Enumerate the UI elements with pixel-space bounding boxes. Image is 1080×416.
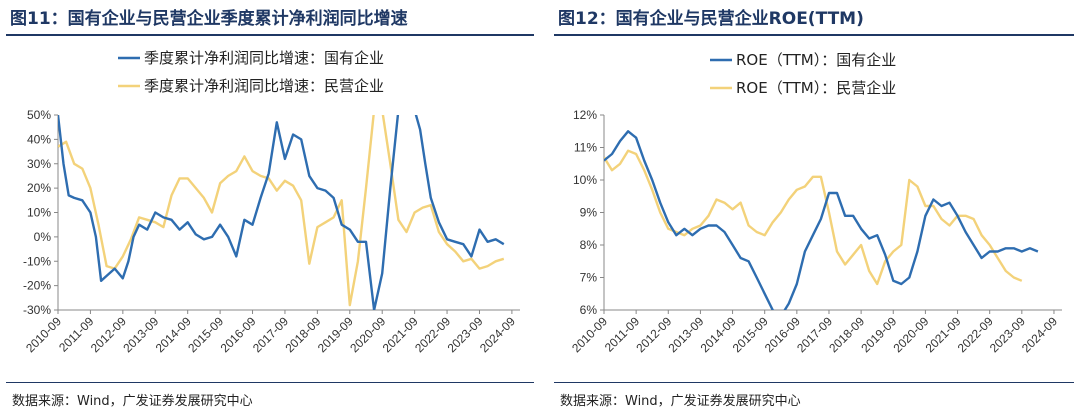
figure-11-source: 数据来源：Wind，广发证券发展研究中心 [12, 394, 253, 409]
fig12-y-tick-label: 11% [574, 141, 597, 155]
figure-11-panel: 图11：国有企业与民营企业季度累计净利润同比增速 -30% -20% -10% 0% 1… [6, 9, 534, 409]
figure-12-source-rule [554, 382, 1074, 383]
fig11-y-tick-label: -20% [23, 279, 51, 293]
fig11-legend-label-soe: 季度累计净利润同比增速：国有企业 [144, 49, 384, 67]
fig11-y-tick-label: -30% [23, 303, 51, 317]
fig12-y-tick-label: 8% [580, 238, 598, 252]
fig12-legend-label-soe: ROE（TTM）：国有企业 [736, 51, 896, 69]
fig11-legend-label-private: 季度累计净利润同比增速：民营企业 [144, 77, 384, 95]
fig12-y-tick-label: 12% [573, 108, 597, 122]
fig12-legend-label-private: ROE（TTM）：民营企业 [736, 79, 896, 97]
fig12-y-tick-label: 10% [573, 173, 597, 187]
figure-12-chart: 6%7%8%9%10%11%12%2010-092011-092012-0920… [569, 51, 1062, 355]
fig11-y-tick-label: -10% [23, 254, 51, 268]
figure-11-chart: -30%-20%-10%0%10%20%30%40%50%2010-092011… [23, 49, 520, 355]
fig11-y-tick-label: 10% [27, 206, 51, 220]
figure-12-title-rule [554, 34, 1074, 36]
fig11-series-line-private [58, 115, 505, 307]
fig11-y-tick-label: 30% [27, 157, 51, 171]
fig12-y-tick-label: 7% [580, 271, 598, 285]
fig12-x-tick-label: 2010-09 [569, 314, 610, 355]
fig11-y-tick-label: 40% [27, 132, 51, 146]
fig11-x-tick-label: 2024-09 [477, 314, 518, 355]
figure-11-title-rule [6, 34, 534, 36]
fig11-y-tick-label: 0% [34, 230, 52, 244]
fig11-y-tick-label: 50% [27, 108, 51, 122]
fig12-y-tick-label: 9% [580, 206, 598, 220]
figure-12-source: 数据来源：Wind，广发证券发展研究中心 [560, 394, 801, 409]
fig11-series-line-soe [58, 115, 505, 310]
fig11-y-tick-label: 20% [27, 181, 51, 195]
fig11-x-tick-label: 2010-09 [23, 314, 64, 355]
figure-12-panel: 图12：国有企业与民营企业ROE(TTM) 6% 7% 8% 9% 10% 11% 12% 2… [548, 0, 1080, 416]
fig12-series-line-soe [604, 130, 1039, 310]
fig12-x-tick-label: 2024-09 [1019, 314, 1060, 355]
figure-12-title: 图12：国有企业与民营企业ROE(TTM) [558, 9, 864, 29]
figure-11-source-rule [6, 382, 534, 383]
figure-11-title: 图11：国有企业与民营企业季度累计净利润同比增速 [10, 9, 408, 29]
fig12-y-tick-label: 6% [580, 303, 598, 317]
